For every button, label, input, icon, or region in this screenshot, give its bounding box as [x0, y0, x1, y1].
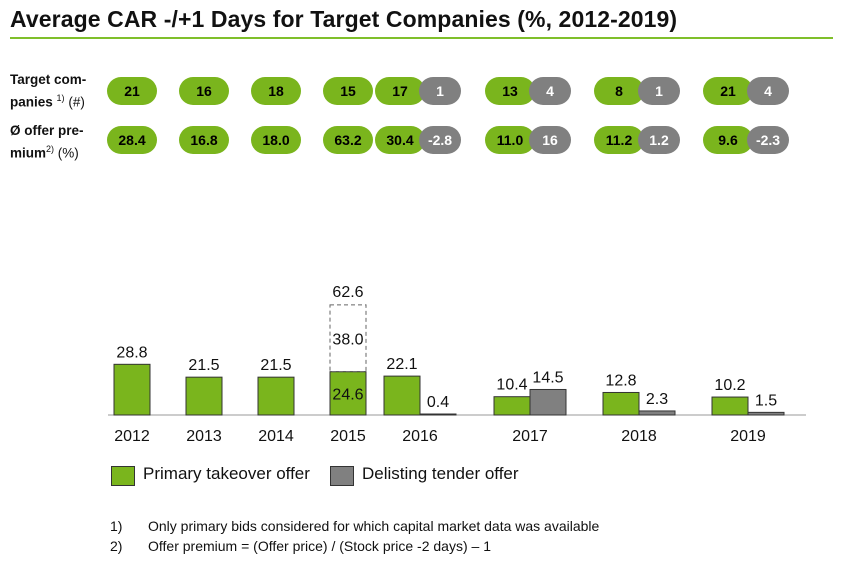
- footnote-1: 1) Only primary bids considered for which…: [110, 518, 599, 534]
- bar-delisting-2018: [638, 410, 676, 416]
- data-label-primary-2012: 28.8: [116, 344, 147, 361]
- target-companies-primary-2016: 17: [375, 77, 425, 105]
- bar-delisting-2017: [529, 388, 567, 416]
- data-label-primary-2016: 22.1: [386, 356, 417, 373]
- bar-extra-2015: [329, 304, 367, 373]
- target-companies-primary-2019: 21: [703, 77, 753, 105]
- data-label-delisting-2018: 2.3: [646, 391, 668, 408]
- title-underline: [10, 37, 833, 39]
- data-label-delisting-2019: 1.5: [755, 392, 777, 409]
- bar-primary-2013: [185, 376, 223, 416]
- bar-primary-2019: [711, 396, 749, 416]
- bar-primary-2015: [329, 371, 367, 416]
- offer-premium-label-line2: mium: [10, 145, 47, 161]
- footnote-2: 2) Offer premium = (Offer price) / (Stock…: [110, 538, 491, 554]
- bar-primary-2016: [383, 375, 421, 416]
- bar-primary-2017: [493, 396, 531, 416]
- target-companies-primary-2014: 18: [251, 77, 301, 105]
- x-tick-label-2013: 2013: [186, 428, 222, 445]
- x-tick-label-2019: 2019: [730, 428, 766, 445]
- x-tick-label-2017: 2017: [512, 428, 548, 445]
- data-label-primary-2018: 12.8: [605, 372, 636, 389]
- offer-premium-primary-2019: 9.6: [703, 126, 753, 154]
- bar-delisting-2019: [747, 411, 785, 416]
- data-label-extra-2015: 38.0: [332, 331, 363, 348]
- footnote-ref-1: 1): [56, 93, 65, 103]
- chart-title: Average CAR -/+1 Days for Target Compani…: [10, 6, 678, 32]
- target-companies-delisting-2018: 1: [638, 77, 680, 105]
- bar-primary-2018: [602, 391, 640, 416]
- data-label-delisting-2017: 14.5: [532, 369, 563, 386]
- offer-premium-delisting-2016: -2.8: [419, 126, 461, 154]
- target-companies-delisting-2016: 1: [419, 77, 461, 105]
- data-label-primary-2019: 10.2: [714, 377, 745, 394]
- data-label-primary-2014: 21.5: [260, 357, 291, 374]
- offer-premium-delisting-2018: 1.2: [638, 126, 680, 154]
- target-companies-primary-2015: 15: [323, 77, 373, 105]
- offer-premium-primary-2018: 11.2: [594, 126, 644, 154]
- offer-premium-primary-2016: 30.4: [375, 126, 425, 154]
- x-tick-label-2012: 2012: [114, 428, 150, 445]
- footnote-2-number: 2): [110, 538, 123, 554]
- bar-delisting-2016: [419, 413, 457, 416]
- target-companies-delisting-2019: 4: [747, 77, 789, 105]
- offer-premium-primary-2015: 63.2: [323, 126, 373, 154]
- target-companies-primary-2013: 16: [179, 77, 229, 105]
- bar-primary-2014: [257, 376, 295, 416]
- legend-swatch-delisting: [330, 466, 354, 486]
- data-label-primary-2015: 24.6: [332, 386, 363, 403]
- offer-premium-primary-2014: 18.0: [251, 126, 301, 154]
- footnote-1-number: 1): [110, 518, 123, 534]
- offer-premium-unit: (%): [57, 145, 79, 161]
- target-companies-primary-2017: 13: [485, 77, 535, 105]
- target-companies-label-line2: panies: [10, 94, 53, 110]
- data-label-primary-2013: 21.5: [188, 357, 219, 374]
- offer-premium-primary-2012: 28.4: [107, 126, 157, 154]
- target-companies-primary-2018: 8: [594, 77, 644, 105]
- data-label-delisting-2016: 0.4: [427, 394, 449, 411]
- target-companies-primary-2012: 21: [107, 77, 157, 105]
- offer-premium-primary-2013: 16.8: [179, 126, 229, 154]
- legend-swatch-primary: [111, 466, 135, 486]
- legend-label-primary: Primary takeover offer: [143, 464, 310, 483]
- x-tick-label-2014: 2014: [258, 428, 294, 445]
- target-companies-unit: (#): [68, 94, 85, 110]
- data-label-total-2015: 62.6: [332, 284, 363, 301]
- footnote-1-text: Only primary bids considered for which c…: [148, 518, 600, 534]
- data-label-primary-2017: 10.4: [496, 377, 527, 394]
- offer-premium-delisting-2017: 16: [529, 126, 571, 154]
- target-companies-delisting-2017: 4: [529, 77, 571, 105]
- offer-premium-row-label: Ø offer pre- mium2) (%): [10, 121, 84, 163]
- x-tick-label-2018: 2018: [621, 428, 657, 445]
- footnote-2-text: Offer premium = (Offer price) / (Stock p…: [148, 538, 491, 554]
- bar-primary-2012: [113, 363, 151, 416]
- offer-premium-label-line1: Ø offer pre-: [10, 123, 84, 138]
- offer-premium-delisting-2019: -2.3: [747, 126, 789, 154]
- target-companies-row-label: Target com- panies 1) (#): [10, 70, 86, 112]
- footnote-ref-2: 2): [46, 144, 55, 154]
- legend-label-delisting: Delisting tender offer: [362, 464, 519, 483]
- offer-premium-primary-2017: 11.0: [485, 126, 535, 154]
- x-tick-label-2016: 2016: [402, 428, 438, 445]
- target-companies-label-line1: Target com-: [10, 72, 87, 87]
- x-tick-label-2015: 2015: [330, 428, 366, 445]
